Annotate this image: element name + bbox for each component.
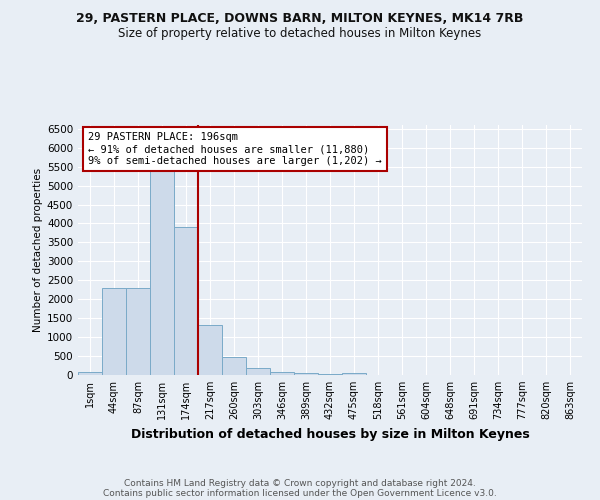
Bar — [318, 374, 342, 375]
Text: Contains public sector information licensed under the Open Government Licence v3: Contains public sector information licen… — [103, 488, 497, 498]
Text: 29, PASTERN PLACE, DOWNS BARN, MILTON KEYNES, MK14 7RB: 29, PASTERN PLACE, DOWNS BARN, MILTON KE… — [76, 12, 524, 26]
Text: Size of property relative to detached houses in Milton Keynes: Size of property relative to detached ho… — [118, 28, 482, 40]
Bar — [78, 372, 102, 375]
Bar — [126, 288, 150, 375]
Bar — [270, 372, 294, 375]
Bar — [294, 373, 318, 375]
Bar — [102, 288, 126, 375]
Bar — [198, 326, 222, 375]
Text: Contains HM Land Registry data © Crown copyright and database right 2024.: Contains HM Land Registry data © Crown c… — [124, 478, 476, 488]
Bar — [342, 373, 366, 375]
Text: 29 PASTERN PLACE: 196sqm
← 91% of detached houses are smaller (11,880)
9% of sem: 29 PASTERN PLACE: 196sqm ← 91% of detach… — [88, 132, 382, 166]
X-axis label: Distribution of detached houses by size in Milton Keynes: Distribution of detached houses by size … — [131, 428, 529, 440]
Bar — [246, 368, 270, 375]
Y-axis label: Number of detached properties: Number of detached properties — [33, 168, 43, 332]
Bar — [174, 228, 198, 375]
Bar — [222, 357, 246, 375]
Bar — [150, 170, 174, 375]
